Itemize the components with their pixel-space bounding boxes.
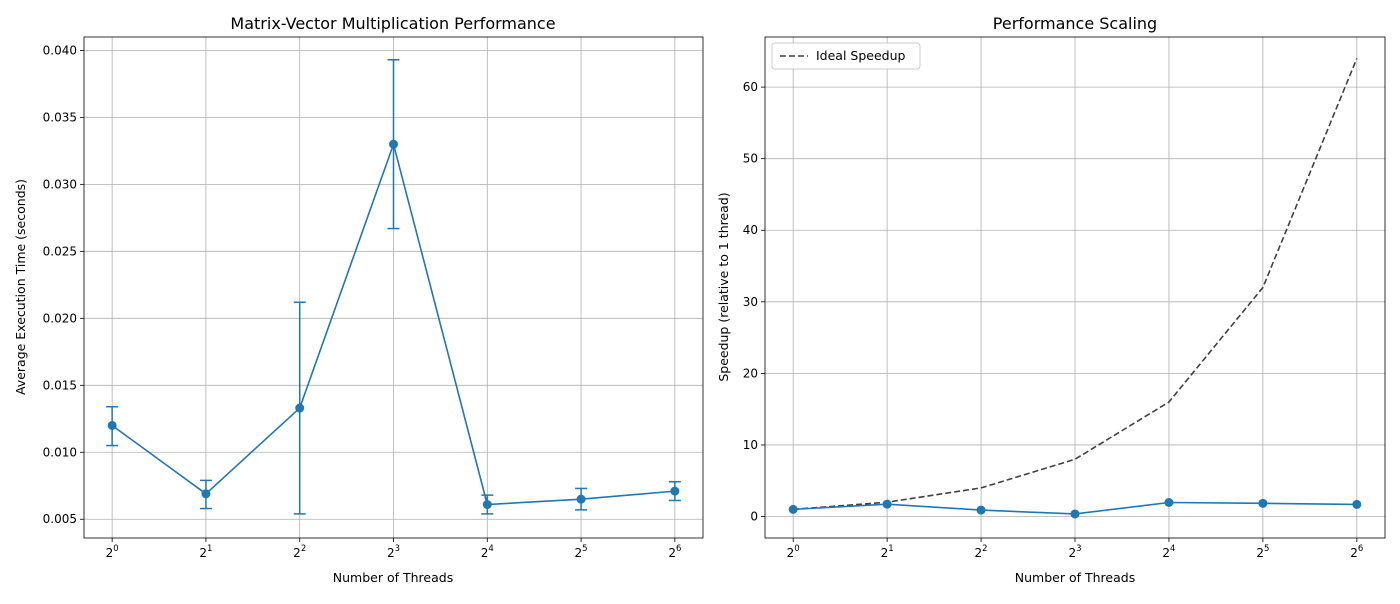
speedup-y-tick-label: 50 [743, 152, 758, 166]
execution-time-chart: Matrix-Vector Multiplication Performance… [13, 14, 704, 585]
execution-time-series-measured-point [389, 139, 398, 149]
speedup-grid [761, 37, 1385, 542]
speedup-title: Performance Scaling [993, 14, 1157, 33]
speedup-ylabel: Speedup (relative to 1 thread) [716, 192, 731, 381]
speedup-y-tick-label: 0 [750, 510, 758, 524]
execution-time-y-tick-label: 0.030 [43, 177, 77, 191]
execution-time-series-measured-point [576, 494, 586, 504]
execution-time-x-tick-label: 20 [106, 544, 119, 560]
execution-time-y-tick-label: 0.015 [43, 378, 77, 392]
speedup-x-tick-label: 20 [787, 544, 800, 560]
speedup-series-measured-point [1258, 498, 1268, 508]
speedup-series-measured-point [976, 505, 986, 515]
execution-time-series-measured-point [482, 500, 492, 510]
execution-time-axes-frame [83, 36, 704, 539]
execution-time-title: Matrix-Vector Multiplication Performance [230, 14, 555, 33]
execution-time-x-tick-label: 24 [481, 544, 494, 560]
speedup-y-tick-label: 10 [743, 438, 758, 452]
execution-time-series-group [106, 59, 681, 515]
execution-time-x-tick-label: 21 [199, 544, 212, 560]
execution-time-series-measured-point [201, 489, 211, 499]
speedup-axes-frame [764, 36, 1386, 539]
execution-time-series-measured-point [670, 486, 680, 496]
speedup-y-tick-label: 60 [743, 80, 758, 94]
execution-time-x-tick-label: 22 [293, 544, 306, 560]
speedup-series-measured-point [1352, 499, 1362, 509]
speedup-legend-label: Ideal Speedup [816, 48, 906, 63]
speedup-x-tick-label: 25 [1256, 544, 1269, 560]
execution-time-ylabel: Average Execution Time (seconds) [13, 179, 28, 395]
execution-time-y-tick-label: 0.010 [43, 445, 77, 459]
speedup-x-tick-label: 23 [1068, 544, 1081, 560]
speedup-y-tick-label: 20 [743, 366, 758, 380]
speedup-x-tick-label: 22 [975, 544, 988, 560]
speedup-x-tick-label: 21 [881, 544, 894, 560]
speedup-series-group [788, 58, 1362, 519]
execution-time-series-measured-point [107, 420, 117, 430]
speedup-legend: Ideal Speedup [771, 42, 921, 70]
speedup-series-measured-point [882, 499, 892, 509]
execution-time-y-tick-label: 0.005 [43, 512, 77, 526]
speedup-x-tick-label: 26 [1350, 544, 1363, 560]
speedup-series-measured-point [1070, 509, 1080, 519]
execution-time-y-tick-label: 0.020 [43, 311, 77, 325]
speedup-y-tick-label: 30 [743, 295, 758, 309]
execution-time-xlabel: Number of Threads [333, 570, 453, 585]
execution-time-y-tick-label: 0.040 [43, 43, 77, 57]
execution-time-x-tick-label: 25 [575, 544, 588, 560]
execution-time-y-tick-label: 0.025 [43, 244, 77, 258]
speedup-chart: Performance Scaling Number of Threads Sp… [716, 14, 1386, 585]
execution-time-series-measured-point [295, 403, 305, 413]
speedup-x-tick-label: 24 [1162, 544, 1175, 560]
speedup-series-measured-point [1164, 498, 1174, 508]
execution-time-x-tick-label: 26 [668, 544, 681, 560]
speedup-y-tick-label: 40 [743, 223, 758, 237]
speedup-legend-box [771, 42, 921, 70]
speedup-series-measured-point [788, 504, 798, 514]
execution-time-grid [80, 37, 703, 542]
execution-time-x-tick-label: 23 [387, 544, 400, 560]
execution-time-y-tick-label: 0.035 [43, 110, 77, 124]
speedup-xlabel: Number of Threads [1015, 570, 1135, 585]
